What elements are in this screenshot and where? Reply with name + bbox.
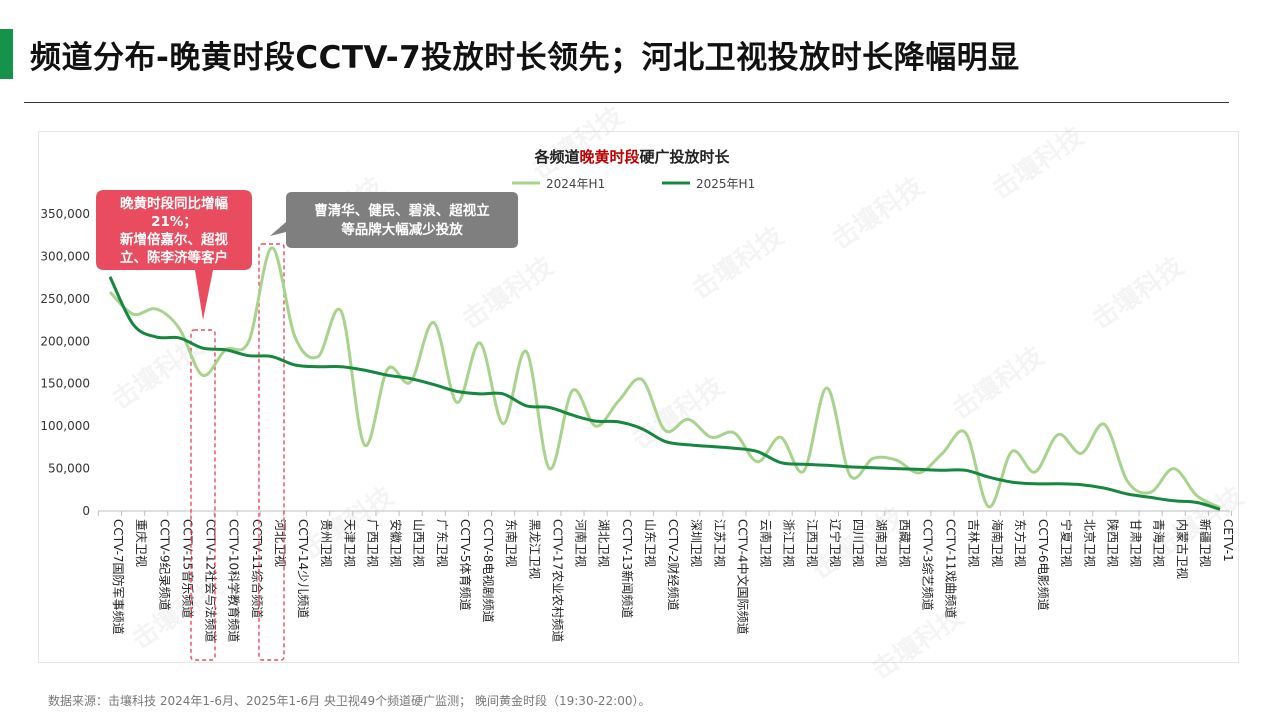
callout-gray-text: 曹清华、健民、碧浪、超视立等品牌大幅减少投放 (314, 202, 490, 238)
x-tick-label: CCTV-5体育频道 (458, 519, 473, 611)
y-tick-label: 0 (82, 504, 90, 518)
x-tick-label: 湖北卫视 (597, 519, 612, 567)
y-tick-label: 50,000 (48, 462, 90, 476)
chart-title-part1: 各频道 (533, 148, 579, 166)
chart-title-highlight: 晚黄时段 (579, 148, 639, 166)
y-tick-label: 200,000 (40, 334, 90, 348)
legend-label-2024: 2024年H1 (546, 177, 605, 191)
x-tick-label: 天津卫视 (342, 519, 357, 567)
x-tick-label: 新疆卫视 (1198, 519, 1213, 567)
callout-line: 晚黄时段同比增幅 (120, 195, 228, 212)
x-tick-label: 河南卫视 (574, 519, 589, 567)
x-tick-label: CCTV-15音乐频道 (180, 519, 195, 618)
watermark-text: 击壤科技 (826, 171, 929, 256)
y-tick-label: 100,000 (40, 419, 90, 433)
x-tick-label: 内蒙古卫视 (1175, 519, 1190, 579)
x-tick-label: 辽宁卫视 (828, 519, 843, 567)
callout-gray: 曹清华、健民、碧浪、超视立等品牌大幅减少投放 (270, 192, 518, 248)
callout-gray-shape (270, 192, 518, 248)
x-tick-label: CCTV-9纪录频道 (157, 519, 171, 611)
page-title: 频道分布-晚黄时段CCTV-7投放时长领先；河北卫视投放时长降幅明显 (30, 40, 1020, 76)
x-tick-label: 陕西卫视 (1105, 519, 1120, 567)
callout-line: 21%； (151, 214, 197, 230)
x-tick-label: 河北卫视 (273, 519, 288, 567)
x-tick-label: 黑龙江卫视 (527, 519, 542, 579)
x-tick-label: CETV-1 (1221, 519, 1235, 562)
x-tick-label: 广西卫视 (365, 519, 380, 567)
watermark-text: 击壤科技 (1086, 251, 1189, 336)
x-tick-label: 贵州卫视 (319, 519, 334, 567)
callout-line: 等品牌大幅减少投放 (341, 221, 463, 238)
highlight-box-cctv12 (190, 329, 216, 661)
x-tick-label: 安徽卫视 (389, 519, 404, 567)
x-tick-label: CCTV-2财经频道 (666, 519, 680, 611)
x-axis-ticks (97, 511, 1233, 516)
watermark-text: 击壤科技 (686, 221, 789, 306)
chart-title-part3: 硬广投放时长 (640, 148, 731, 166)
x-tick-label: 西藏卫视 (897, 519, 912, 567)
highlight-box-hebei (258, 243, 285, 661)
x-tick-label: CCTV-8电视剧频道 (481, 519, 496, 623)
callout-line: 新增倍嘉尔、超视 (120, 231, 228, 248)
x-tick-label: 深圳卫视 (689, 519, 704, 567)
x-tick-label: CCTV-12社会与法频道 (204, 519, 219, 642)
x-axis-labels: CCTV-7国防军事频道 重庆卫视 CCTV-9纪录频道 CCTV-15音乐频道 CCT… (111, 519, 1235, 642)
x-tick-label: 重庆卫视 (134, 519, 149, 567)
series-line-2024 (108, 246, 1221, 509)
y-tick-label: 350,000 (40, 207, 90, 221)
x-tick-label: CCTV-14少儿频道 (296, 519, 310, 618)
x-tick-label: 宁夏卫视 (1059, 519, 1074, 567)
x-tick-label: CCTV-13新闻频道 (620, 519, 635, 618)
title-accent-bar (0, 29, 13, 79)
x-tick-label: 四川卫视 (851, 519, 866, 567)
x-tick-label: CCTV-7国防军事频道 (111, 519, 126, 635)
x-tick-label: 山西卫视 (412, 519, 427, 567)
x-tick-label: 吉林卫视 (967, 519, 982, 567)
legend-label-2025: 2025年H1 (696, 177, 755, 191)
watermark-text: 击壤科技 (526, 101, 629, 186)
chart-title: 各频道晚黄时段硬广投放时长 (533, 148, 730, 166)
x-tick-label: CCTV-10科学教育频道 (227, 519, 242, 642)
x-tick-label: 山东卫视 (643, 519, 658, 567)
title-divider (24, 102, 1229, 103)
x-tick-label: 广东卫视 (435, 519, 450, 567)
x-tick-label: 东方卫视 (1013, 519, 1028, 567)
x-tick-label: 江西卫视 (805, 519, 820, 567)
watermark-text: 击壤科技 (456, 251, 559, 336)
x-tick-label: CCTV-11综合频道 (250, 519, 265, 618)
legend: 2024年H1 2025年H1 (512, 177, 755, 191)
x-tick-label: 云南卫视 (759, 519, 774, 567)
x-tick-label: CCTV-4中文国际频道 (735, 519, 750, 635)
footer-source: 数据来源：击壤科技 2024年1-6月、2025年1-6月 央卫视49个频道硬广… (48, 694, 651, 708)
x-tick-label: 东南卫视 (504, 519, 519, 567)
callout-line: 立、陈李济等客户 (120, 249, 228, 266)
callout-red: 晚黄时段同比增幅 21%；新增倍嘉尔、超视立、陈李济等客户 (96, 190, 252, 320)
line-chart: 击壤科技击壤科技击壤科技击壤科技击壤科技击壤科技击壤科技击壤科技击壤科技击壤科技… (40, 101, 1249, 680)
callout-line: 曹清华、健民、碧浪、超视立 (314, 202, 490, 219)
watermark-text: 击壤科技 (986, 121, 1089, 206)
y-tick-label: 250,000 (40, 292, 90, 306)
x-tick-label: 北京卫视 (1082, 519, 1097, 567)
x-tick-label: 海南卫视 (990, 519, 1005, 567)
y-axis: 0 50,000 100,000 150,000 200,000 250,000 300,0… (40, 207, 90, 518)
x-tick-label: 江苏卫视 (712, 519, 727, 567)
callout-red-shape (96, 190, 252, 320)
callout-red-text: 晚黄时段同比增幅 21%；新增倍嘉尔、超视立、陈李济等客户 (120, 195, 228, 266)
x-tick-label: 浙江卫视 (782, 519, 797, 567)
x-tick-label: CCTV-17农业农村频道 (550, 519, 564, 642)
x-tick-label: 甘肃卫视 (1129, 519, 1144, 567)
x-tick-label: CCTV-6电影频道 (1036, 519, 1050, 611)
x-tick-label: 青海卫视 (1152, 519, 1167, 567)
x-tick-label: CCTV-11戏曲频道 (944, 519, 958, 618)
y-tick-label: 150,000 (40, 377, 90, 391)
x-tick-label: CCTV-3综艺频道 (920, 519, 934, 611)
series-line-2025 (108, 276, 1221, 511)
watermark-text: 击壤科技 (946, 341, 1049, 426)
x-tick-label: 湖南卫视 (874, 519, 889, 567)
y-tick-label: 300,000 (40, 249, 90, 263)
